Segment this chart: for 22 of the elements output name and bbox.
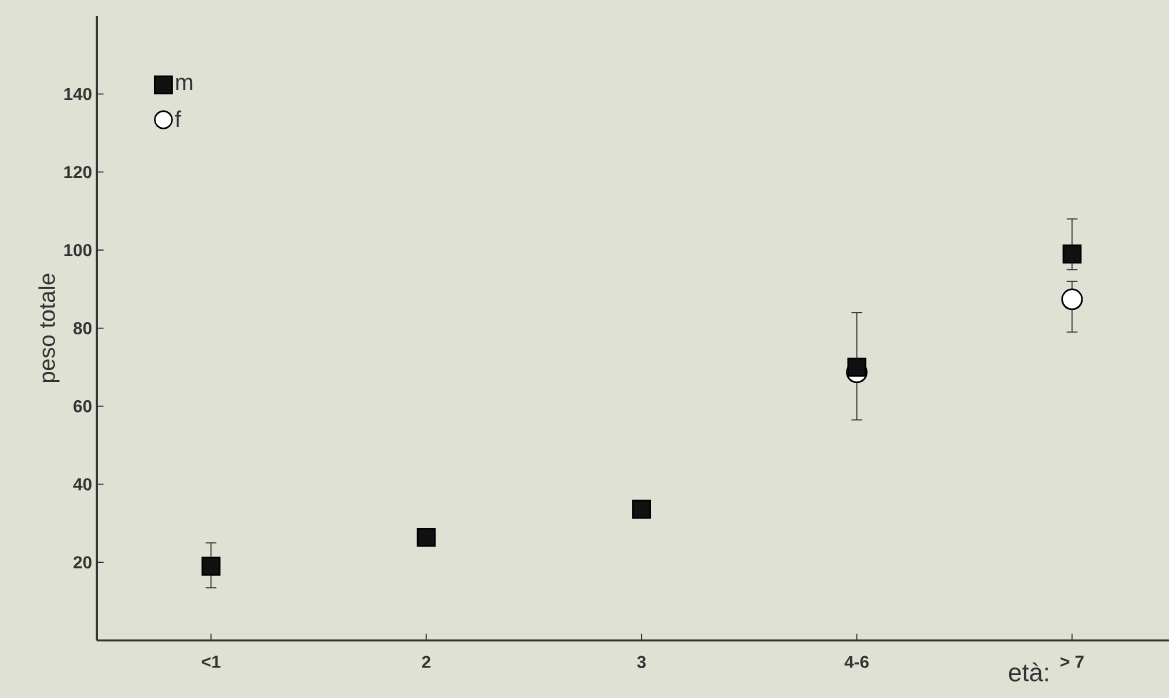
y-tick-label: 40 [73, 478, 92, 491]
legend-label: m [176, 77, 193, 90]
point [847, 357, 867, 377]
point [632, 499, 651, 519]
point [416, 527, 436, 547]
y-tick-label: 140 [64, 87, 92, 100]
y-tick-label: 60 [73, 399, 92, 413]
x-axis-title: età: [1008, 662, 1048, 682]
x-tick-label: 4-6 [844, 655, 869, 668]
point [1061, 288, 1083, 310]
x-tick-label: 2 [422, 655, 431, 668]
y-tick-label: 100 [64, 243, 92, 257]
y-tick-label: 80 [73, 321, 92, 335]
legend-label: f [175, 110, 182, 127]
y-tick-label: 120 [64, 165, 92, 179]
x-tick-label: <1 [201, 655, 221, 668]
y-tick-label: 20 [73, 556, 92, 569]
point [1062, 244, 1082, 264]
point [201, 556, 221, 576]
y-axis-title: peso totale [38, 273, 60, 382]
x-tick-label: > 7 [1060, 655, 1084, 668]
x-tick-label: 3 [637, 655, 646, 668]
